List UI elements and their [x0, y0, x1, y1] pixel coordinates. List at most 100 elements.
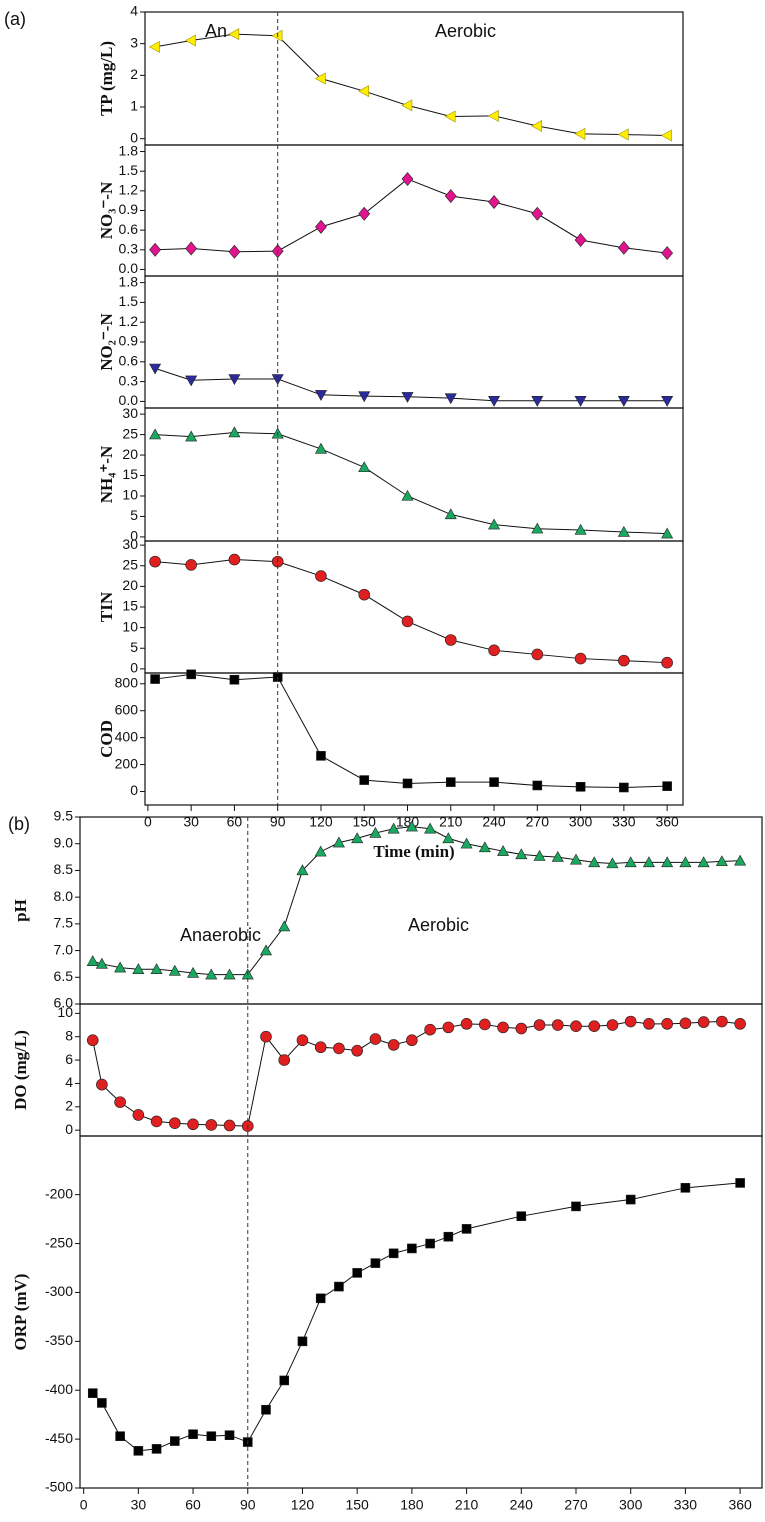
data-point: [296, 1034, 309, 1047]
data-point: [444, 393, 457, 405]
y-tick-label: 25: [122, 425, 138, 441]
data-point: [148, 40, 160, 53]
y-tick-label: 0: [130, 782, 138, 798]
data-point: [574, 396, 587, 407]
data-point: [406, 1034, 418, 1047]
data-point: [735, 1178, 745, 1188]
data-point: [661, 856, 674, 868]
data-point: [369, 1033, 382, 1045]
data-point: [401, 615, 414, 628]
data-point: [444, 189, 457, 204]
y-tick-label: 30: [122, 405, 138, 421]
y-tick-label: 30: [122, 536, 138, 552]
data-point: [86, 955, 99, 966]
data-point: [606, 857, 619, 869]
x-tick-label: 210: [439, 814, 463, 830]
data-point: [132, 1109, 145, 1121]
y-tick-label: 0: [130, 660, 138, 676]
y-tick-label: 5: [130, 639, 138, 655]
annotation: Aerobic: [408, 915, 469, 935]
data-point: [316, 751, 326, 761]
y-tick-label: 1.2: [119, 182, 139, 198]
data-point: [278, 920, 291, 932]
data-point: [314, 442, 327, 454]
data-point: [132, 963, 145, 974]
data-point: [271, 29, 283, 42]
data-point: [333, 1042, 345, 1055]
y-tick-label: 0.6: [119, 353, 139, 369]
data-point: [734, 854, 747, 866]
data-point: [315, 1293, 326, 1304]
data-point: [223, 968, 236, 980]
y-tick-label: 15: [122, 466, 138, 482]
y-tick-label: 10: [122, 618, 138, 634]
data-point: [624, 1015, 637, 1028]
y-tick-label: 8: [65, 1027, 73, 1043]
y-tick-label: 25: [122, 556, 138, 572]
y-tick-label: 9.0: [54, 834, 74, 850]
x-tick-label: 180: [400, 1497, 424, 1513]
x-axis-label: Time (min): [373, 842, 454, 861]
data-point: [551, 850, 564, 862]
data-point: [531, 206, 544, 221]
y-tick-label: 0.0: [119, 260, 139, 276]
data-point: [445, 777, 456, 787]
data-point: [575, 782, 586, 792]
data-point: [185, 241, 198, 256]
y-tick-label: 0.3: [119, 372, 139, 388]
data-point: [150, 1115, 163, 1128]
y-tick-label: 7.5: [54, 915, 74, 931]
x-tick-label: 330: [612, 814, 636, 830]
panel-frame: [144, 144, 684, 277]
data-point: [150, 674, 160, 684]
data-point: [96, 1078, 108, 1091]
data-point: [185, 430, 198, 442]
data-point: [570, 1020, 582, 1032]
x-tick-label: 150: [345, 1497, 369, 1513]
y-tick-label: -250: [45, 1234, 73, 1250]
data-point: [314, 72, 326, 85]
data-point: [424, 1023, 436, 1036]
panel-label: (b): [8, 814, 30, 834]
data-point: [86, 1034, 99, 1047]
x-tick-label: 300: [619, 1497, 643, 1513]
y-axis-label: NO₃⁻-N: [97, 181, 116, 239]
data-point: [260, 1030, 272, 1043]
data-point: [662, 781, 672, 791]
y-tick-label: 5: [130, 507, 138, 523]
data-point: [228, 244, 241, 259]
data-point: [229, 674, 240, 685]
y-tick-label: 20: [122, 577, 138, 593]
y-tick-label: 1.2: [119, 313, 139, 329]
data-point: [259, 944, 273, 956]
data-point: [223, 1119, 236, 1132]
y-axis-label: TIN: [97, 591, 116, 622]
series-line: [155, 33, 668, 136]
x-tick-label: 120: [291, 1497, 315, 1513]
data-point: [531, 648, 544, 661]
data-point: [401, 489, 414, 501]
data-point: [351, 832, 364, 844]
x-tick-label: 300: [569, 814, 593, 830]
y-tick-label: -400: [45, 1381, 73, 1397]
data-point: [661, 246, 674, 261]
data-point: [444, 110, 456, 123]
data-point: [661, 527, 674, 539]
data-point: [444, 508, 457, 520]
x-tick-label: 30: [131, 1497, 147, 1513]
data-point: [168, 964, 181, 976]
data-point: [228, 426, 241, 438]
data-point: [531, 119, 543, 133]
data-point: [228, 28, 240, 41]
data-point: [661, 129, 672, 142]
x-tick-label: 0: [144, 814, 152, 830]
series-line: [155, 178, 668, 254]
data-point: [697, 1016, 710, 1028]
data-point: [133, 1446, 144, 1456]
y-tick-label: 1: [130, 98, 138, 114]
panel-frame: [144, 672, 684, 806]
data-point: [314, 845, 327, 857]
data-point: [460, 1018, 473, 1030]
data-point: [661, 396, 674, 407]
y-tick-label: -450: [45, 1430, 73, 1446]
